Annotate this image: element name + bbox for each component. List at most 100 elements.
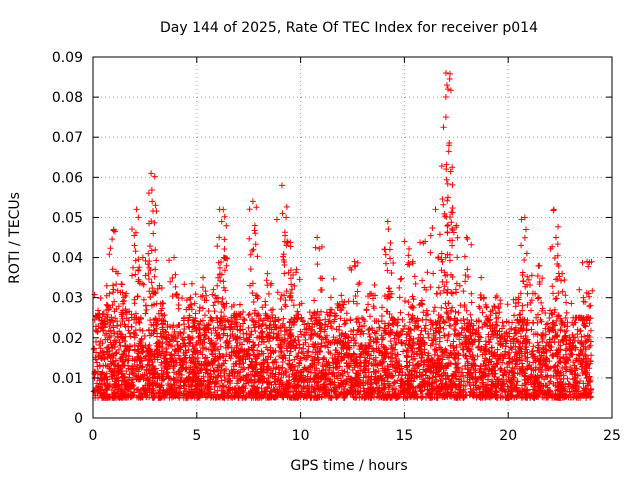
data-point (246, 355, 253, 362)
data-point (534, 347, 541, 354)
data-point (468, 316, 475, 323)
data-point (573, 365, 580, 372)
data-point (587, 386, 594, 393)
data-point (534, 295, 541, 302)
data-point (561, 359, 568, 366)
data-point (523, 327, 530, 334)
data-point (267, 387, 274, 394)
data-point (218, 377, 225, 384)
data-point (209, 351, 216, 358)
data-point (494, 332, 501, 339)
data-point (378, 387, 385, 394)
data-point (560, 336, 567, 343)
data-point (113, 281, 120, 288)
data-point (519, 382, 526, 389)
data-point (176, 394, 183, 401)
data-point (401, 393, 408, 400)
data-point (552, 329, 559, 336)
data-point (264, 394, 271, 401)
data-point (181, 281, 188, 288)
data-point (137, 387, 144, 394)
data-point (530, 383, 537, 390)
data-point (488, 358, 495, 365)
data-point (307, 393, 314, 400)
data-point (171, 369, 178, 376)
data-point (117, 365, 124, 372)
data-point (96, 342, 103, 349)
data-point (171, 377, 178, 384)
data-point (158, 317, 165, 324)
data-point (240, 353, 247, 360)
data-point (304, 384, 311, 391)
data-point (525, 363, 532, 370)
data-point (387, 338, 394, 345)
data-point (351, 394, 358, 401)
data-point (501, 336, 508, 343)
data-point (384, 391, 391, 398)
data-point (579, 363, 586, 370)
data-point (243, 330, 250, 337)
data-point (285, 381, 292, 388)
data-point (322, 336, 329, 343)
data-point (366, 331, 373, 338)
data-point (543, 348, 550, 355)
data-point (337, 315, 344, 322)
data-point (189, 366, 196, 373)
data-point (379, 304, 386, 311)
data-point (516, 328, 523, 335)
data-point (150, 374, 157, 381)
data-point (251, 324, 258, 331)
data-point (170, 387, 177, 394)
data-point (224, 338, 231, 345)
data-point (363, 373, 370, 380)
data-point (354, 327, 361, 334)
data-point (99, 369, 106, 376)
data-point (376, 324, 383, 331)
data-point (207, 317, 214, 324)
data-point (161, 394, 168, 401)
data-point (461, 320, 468, 327)
data-point (472, 367, 479, 374)
data-point (164, 366, 171, 373)
data-point (109, 319, 116, 326)
data-point (493, 334, 500, 341)
data-point (134, 366, 141, 373)
data-point (202, 393, 209, 400)
data-point (280, 354, 287, 361)
data-point (486, 389, 493, 396)
data-point (238, 364, 245, 371)
data-point (393, 339, 400, 346)
data-point (264, 359, 271, 366)
data-point (410, 296, 417, 303)
data-point (533, 387, 540, 394)
data-point (467, 392, 474, 399)
data-point (514, 378, 521, 385)
data-point (395, 372, 402, 379)
data-point (479, 379, 486, 386)
data-point (128, 383, 135, 390)
data-point (571, 371, 578, 378)
data-point (421, 325, 428, 332)
data-point (303, 329, 310, 336)
data-point (585, 381, 592, 388)
data-point (577, 327, 584, 334)
data-point (367, 336, 374, 343)
data-point (311, 367, 318, 374)
data-point (294, 381, 301, 388)
data-point (182, 377, 189, 384)
data-point (498, 332, 505, 339)
data-point (376, 347, 383, 354)
data-point (233, 319, 240, 326)
data-point (280, 390, 287, 397)
data-point (95, 353, 102, 360)
data-point (437, 324, 444, 331)
data-point (147, 317, 154, 324)
data-point (290, 371, 297, 378)
data-point (326, 367, 333, 374)
data-point (240, 374, 247, 381)
data-point (346, 346, 353, 353)
data-point (534, 388, 541, 395)
data-point (511, 386, 518, 393)
data-point (563, 366, 570, 373)
data-point (469, 375, 476, 382)
